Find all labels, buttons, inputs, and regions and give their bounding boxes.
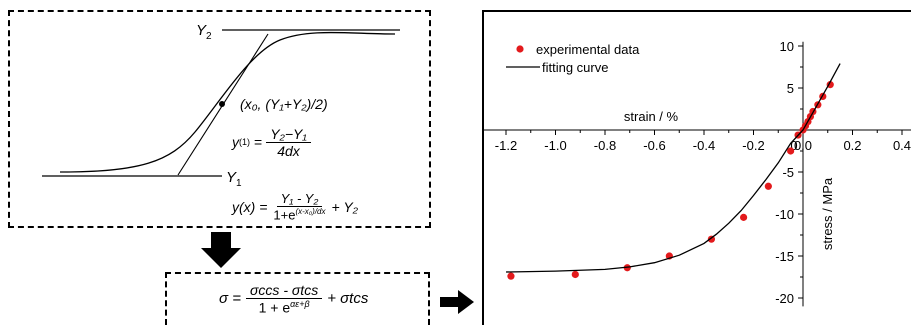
data-point [764,182,772,190]
sigma-lhs: σ = [219,290,241,308]
slope-denominator: 4dx [277,142,300,159]
y-axis-title: stress / MPa [820,177,835,250]
data-point [507,272,515,280]
sigma-fraction: σccs - σtcs 1 + eαε+β [245,282,323,316]
legend-label-experimental: experimental data [536,42,640,57]
down-arrow-icon [201,232,241,268]
inflection-point [219,101,225,107]
y-tick-label: 5 [787,81,794,96]
slope-numerator: Y₂−Y₁ [266,126,311,143]
y1-label: Y1 [226,169,242,189]
x-tick-label: -0.2 [742,138,764,153]
x-tick-label: 0.4 [893,138,911,153]
sigma-formula-panel: σ = σccs - σtcs 1 + eαε+β + σtcs [165,272,430,325]
y-tick-label: -15 [775,249,794,264]
y-tick-label: 10 [780,39,794,54]
slope-formula: y (1) = Y₂−Y₁ 4dx [232,122,311,162]
y-tick-label: 0 [790,138,797,153]
legend-marker-experimental [516,45,524,53]
y-tick-label: -20 [775,291,794,306]
y-tick-label: -10 [775,207,794,222]
sigmoid-panel: Y2 Y1 (x₀, (Y₁+Y₂)/2) y (1) = Y₂−Y₁ 4dx … [8,10,431,228]
slope-superscript: (1) [239,137,250,147]
x-tick-label: -0.6 [643,138,665,153]
y2-label: Y2 [196,22,212,42]
sigmoid-curve [59,31,396,173]
x-tick-label: 0.2 [843,138,861,153]
data-point [740,213,748,221]
data-point [571,270,579,279]
fn-numerator: Y₁ - Y₂ [276,191,323,208]
sigma-formula: σ = σccs - σtcs 1 + eαε+β + σtcs [219,282,368,316]
fn-tail: + Y₂ [331,199,359,215]
x-tick-label: -0.8 [594,138,616,153]
fn-lhs: y(x) = [232,199,268,215]
inflection-point-label: (x₀, (Y₁+Y₂)/2) [240,96,328,112]
sigma-tail: + σtcs [327,290,369,308]
sigma-numerator: σccs - σtcs [245,282,323,299]
right-arrow-icon [440,290,474,314]
stress-strain-chart: -1.2 -1.0 -0.8 -0.6 -0.4 -0.2 0.0 0.2 0.4strain … [484,39,911,307]
slope-fraction: Y₂−Y₁ 4dx [266,126,311,159]
x-tick-label: -1.0 [544,138,566,153]
chart-panel: -1.2 -1.0 -0.8 -0.6 -0.4 -0.2 0.0 0.2 0.4 strain … [482,10,911,325]
fitting-curve-line [505,63,841,273]
fn-denominator: 1+e(x-x₀)/dx [273,207,326,223]
sigmoid-formula: y(x) = Y₁ - Y₂ 1+e(x-x₀)/dx + Y₂ [232,189,358,225]
slope-equals: = [254,134,263,150]
sigmoid-sketch [42,29,400,177]
data-point [707,235,716,243]
y-tick-label: -5 [782,165,794,180]
x-axis-title: strain / % [624,109,679,124]
slope-lhs: y [232,134,239,150]
data-point [787,147,795,155]
legend-label-fitting: fitting curve [542,60,608,75]
x-tick-label: -1.2 [495,138,517,153]
sigma-denominator: 1 + eαε+β [258,299,310,316]
x-tick-label: -0.4 [693,138,715,153]
fn-fraction: Y₁ - Y₂ 1+e(x-x₀)/dx [271,191,327,222]
